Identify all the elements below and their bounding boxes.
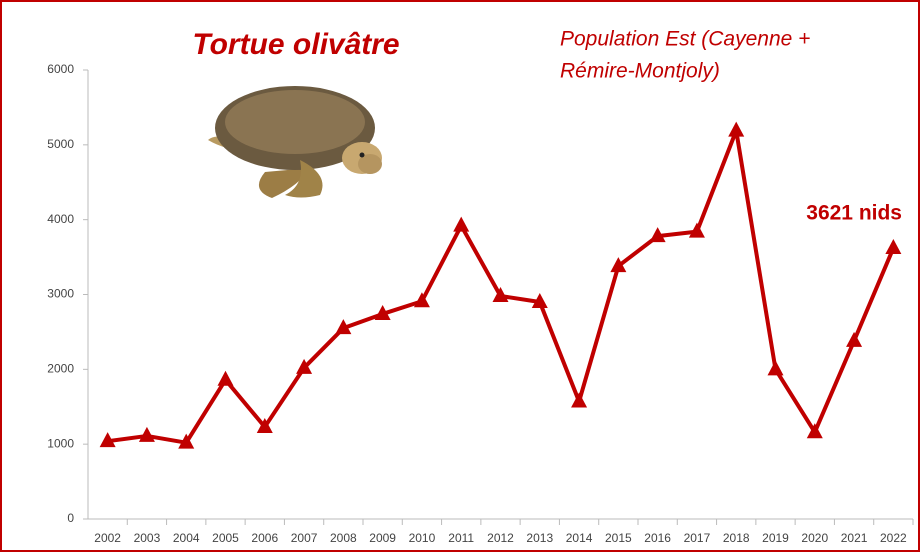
x-tick-label: 2011 <box>448 531 474 545</box>
x-tick-label: 2005 <box>212 531 239 545</box>
frame <box>1 1 919 551</box>
x-tick-label: 2003 <box>134 531 161 545</box>
x-tick-label: 2014 <box>566 531 593 545</box>
chart-title: Tortue olivâtre <box>192 28 399 61</box>
x-tick-label: 2021 <box>841 531 868 545</box>
y-tick-label: 6000 <box>47 62 74 76</box>
page: Tortue olivâtre Population Est (Cayenne … <box>0 0 920 552</box>
x-tick-label: 2013 <box>526 531 553 545</box>
x-tick-label: 2004 <box>173 531 200 545</box>
annotation: 3621 nids <box>806 202 902 225</box>
x-tick-label: 2006 <box>251 531 278 545</box>
subtitle: Rémire-Montjoly) <box>560 60 720 83</box>
x-tick-label: 2002 <box>94 531 121 545</box>
x-tick-label: 2008 <box>330 531 357 545</box>
x-tick-label: 2016 <box>644 531 671 545</box>
y-tick-label: 3000 <box>47 287 74 301</box>
x-tick-label: 2009 <box>369 531 396 545</box>
x-tick-label: 2010 <box>409 531 436 545</box>
y-tick-label: 0 <box>67 511 74 525</box>
x-tick-label: 2018 <box>723 531 750 545</box>
x-tick-label: 2012 <box>487 531 514 545</box>
y-tick-label: 4000 <box>47 212 74 226</box>
subtitle: Population Est (Cayenne + <box>560 28 810 51</box>
x-tick-label: 2015 <box>605 531 632 545</box>
x-tick-label: 2017 <box>684 531 711 545</box>
y-tick-label: 1000 <box>47 436 74 450</box>
y-tick-label: 5000 <box>47 137 74 151</box>
x-tick-label: 2022 <box>880 531 907 545</box>
x-tick-label: 2020 <box>801 531 828 545</box>
x-tick-label: 2019 <box>762 531 789 545</box>
x-tick-label: 2007 <box>291 531 318 545</box>
chart: Tortue olivâtre Population Est (Cayenne … <box>0 0 920 552</box>
y-tick-label: 2000 <box>47 362 74 376</box>
